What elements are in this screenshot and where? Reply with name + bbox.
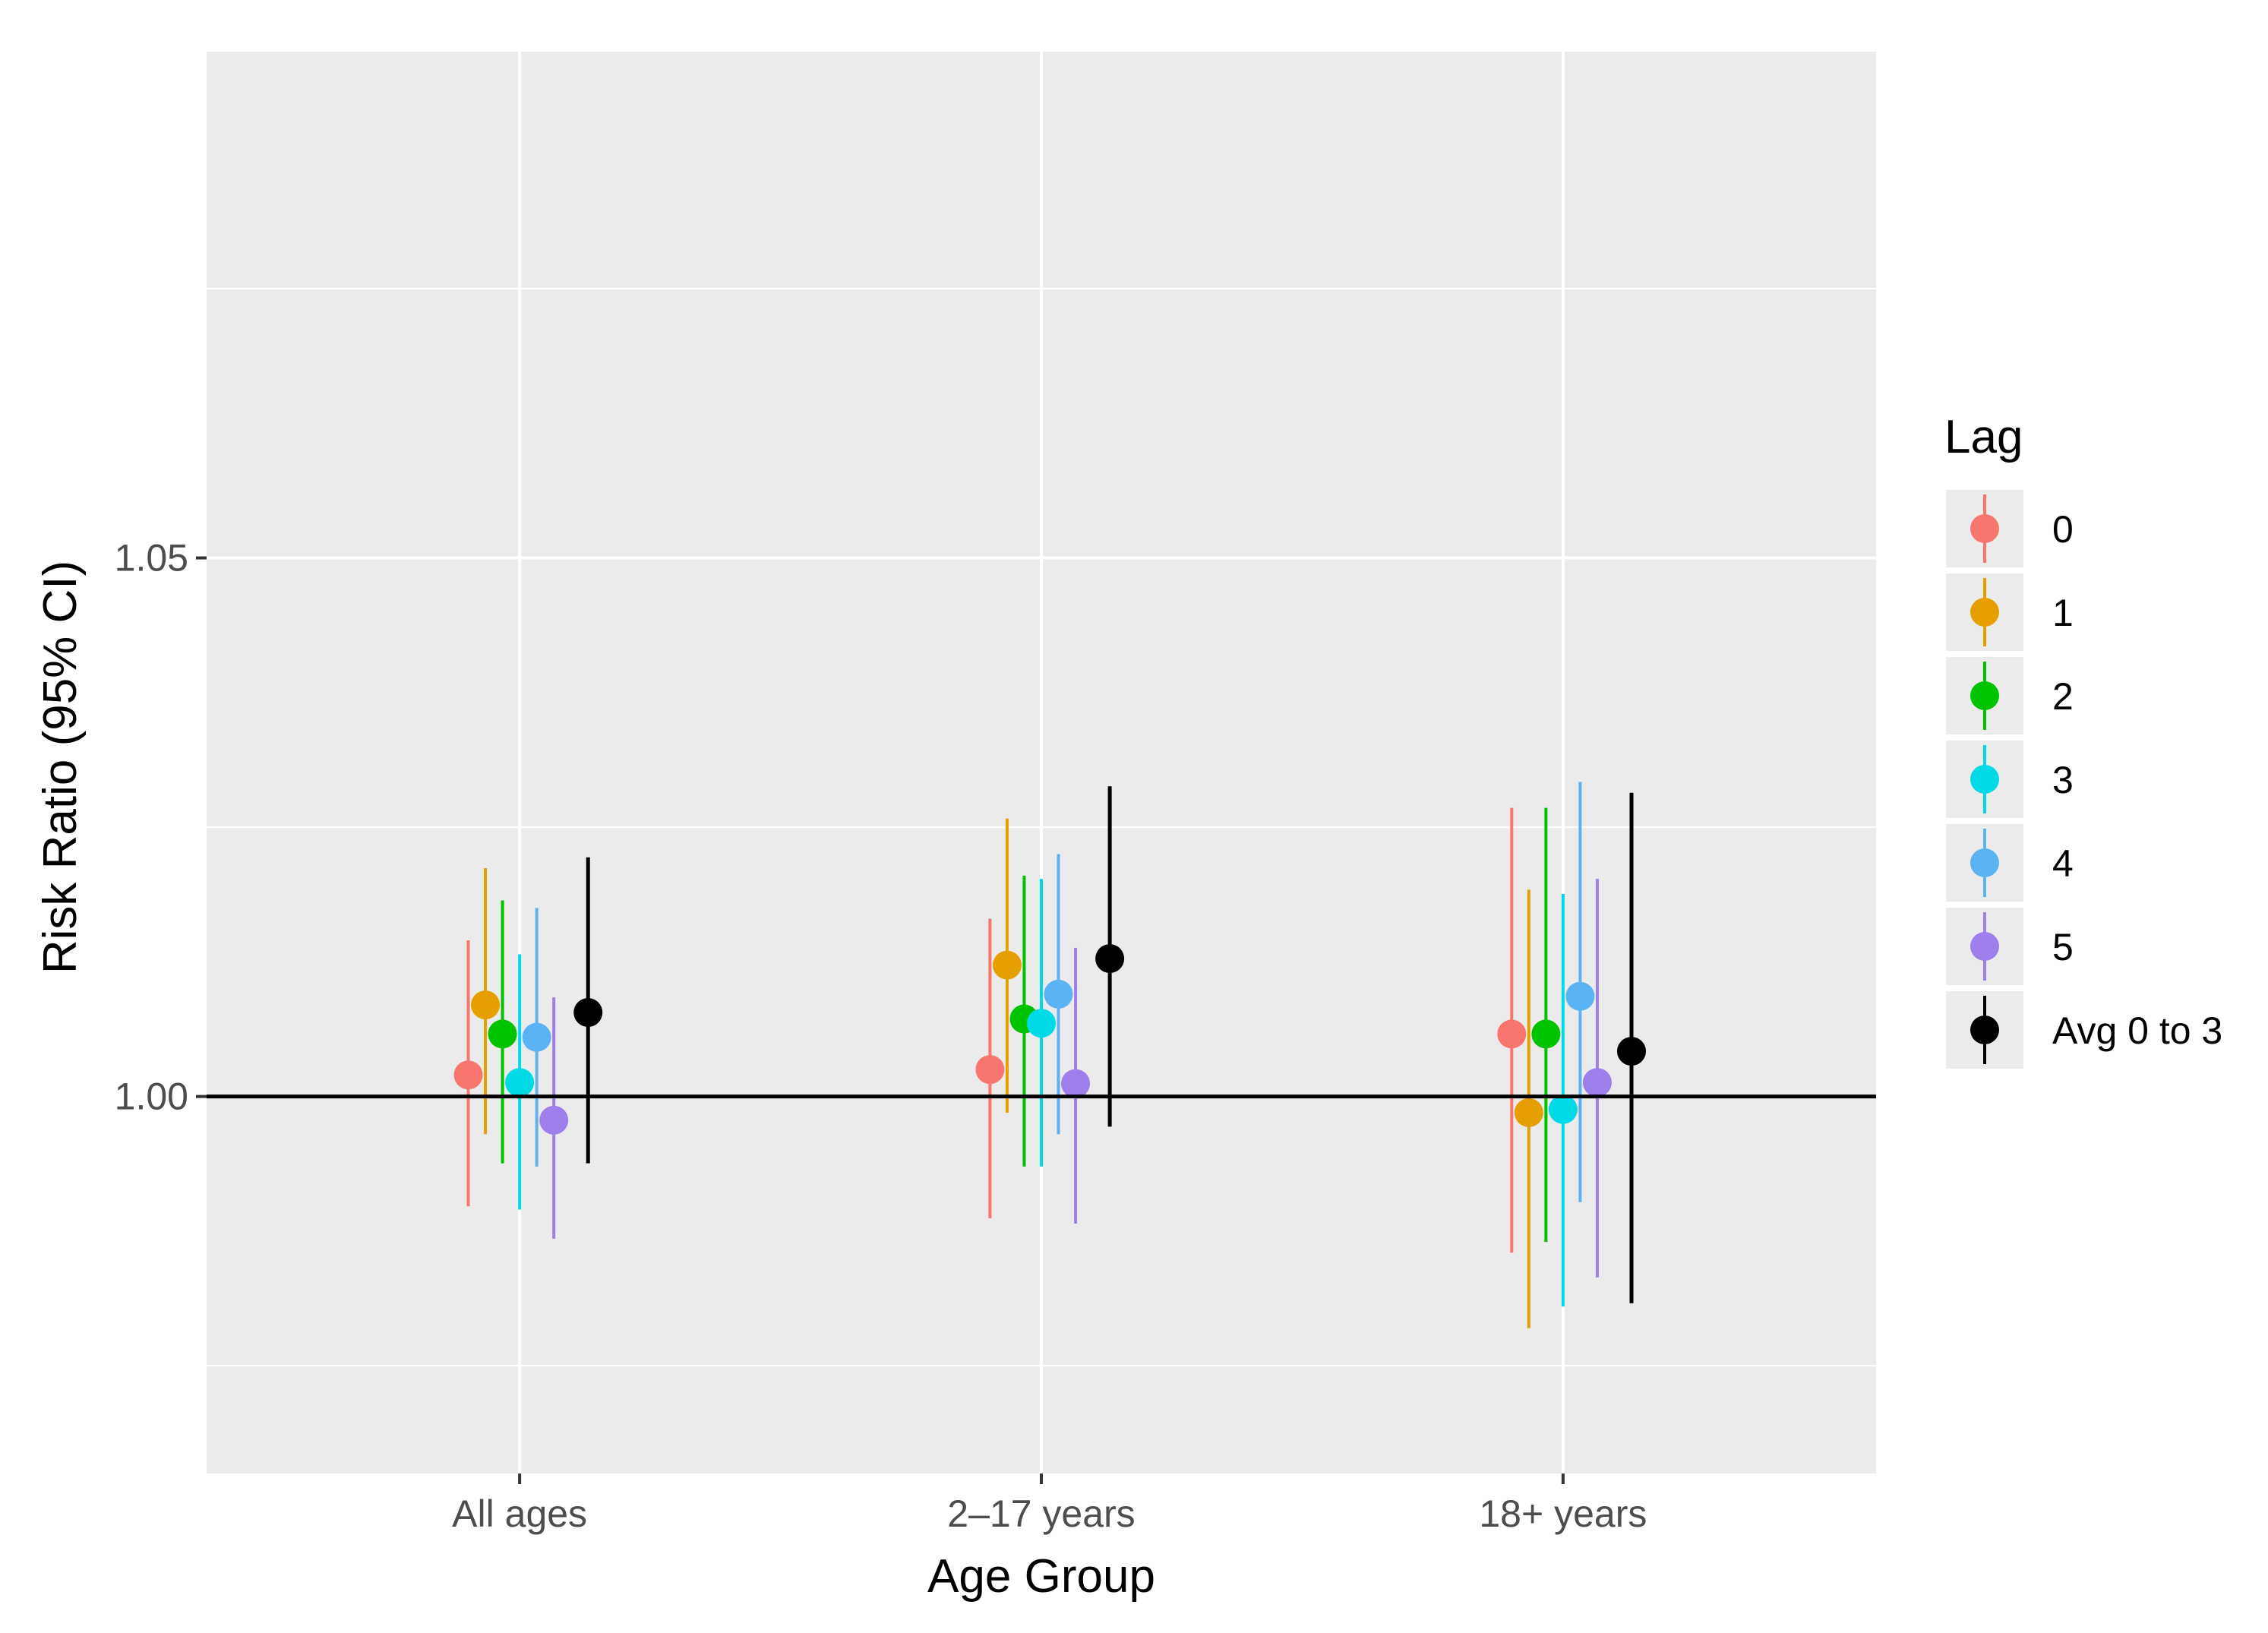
legend-key-point [1970,681,1999,710]
legend-item: 0 [1946,490,2074,567]
legend-key-point [1970,765,1999,794]
series-2 [488,807,1561,1243]
data-point [471,990,501,1020]
legend-key-point [1970,598,1999,627]
x-tick-label: 2–17 years [947,1492,1135,1535]
legend-label: 0 [2052,508,2074,551]
axes: 1.00 1.05 All ages 2–17 years 18+ years [115,537,1876,1535]
legend-item: Avg 0 to 3 [1946,991,2222,1069]
series-0 [453,807,1527,1253]
series-layer [453,782,1646,1328]
series-avg-0-to-3 [573,786,1646,1303]
data-point [992,950,1022,980]
legend-key-point [1970,514,1999,543]
legend: 0 1 2 3 4 5 Avg 0 to 3 [1946,490,2222,1069]
data-point [1616,1037,1646,1066]
legend-item: 1 [1946,573,2074,651]
data-point [539,1105,569,1135]
data-point [1027,1009,1056,1038]
legend-label: 1 [2052,592,2074,634]
series-4 [522,782,1595,1202]
data-point [1061,1069,1091,1098]
data-point [522,1022,551,1052]
y-tick-label: 1.00 [115,1076,188,1118]
legend-key-point [1970,848,1999,877]
legend-item: 2 [1946,657,2074,734]
data-point [488,1019,517,1049]
series-3 [505,879,1578,1307]
series-5 [539,879,1612,1278]
data-point [1531,1019,1561,1049]
legend-title: Lag [1944,411,2023,463]
data-point [453,1060,483,1090]
legend-item: 5 [1946,908,2074,985]
x-tick-label: All ages [452,1492,587,1535]
x-axis-title: Age Group [927,1550,1155,1603]
x-tick-label: 18+ years [1479,1492,1647,1535]
series-1 [471,818,1543,1328]
data-point [1095,944,1125,974]
data-point [1497,1019,1527,1049]
data-point [573,998,603,1028]
legend-key-point [1970,1015,1999,1044]
legend-item: 4 [1946,824,2074,902]
data-point [1565,981,1595,1011]
data-point [1548,1094,1578,1124]
y-axis-title: Risk Ratio (95% CI) [34,561,87,974]
legend-label: 5 [2052,926,2074,968]
legend-label: 4 [2052,842,2074,885]
data-point [505,1068,535,1098]
legend-label: 3 [2052,759,2074,801]
legend-key-point [1970,932,1999,961]
y-tick-label: 1.05 [115,537,188,580]
legend-label: Avg 0 to 3 [2052,1009,2222,1052]
data-point [1044,979,1073,1009]
data-point [975,1055,1005,1085]
data-point [1514,1098,1543,1127]
data-point [1582,1068,1612,1098]
legend-item: 3 [1946,741,2074,818]
legend-label: 2 [2052,675,2074,718]
